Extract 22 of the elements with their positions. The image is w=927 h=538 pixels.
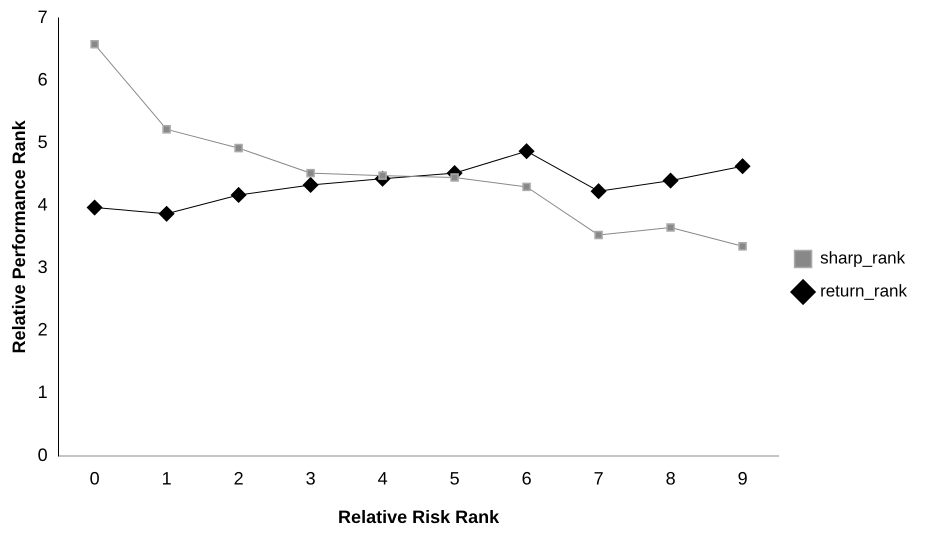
y-tick-label: 5 <box>38 132 48 152</box>
x-tick-label: 3 <box>306 468 316 489</box>
y-tick-label: 1 <box>38 382 48 402</box>
y-tick-label: 0 <box>38 444 48 465</box>
x-tick-label: 4 <box>378 468 388 489</box>
legend-label: sharp_rank <box>820 248 906 268</box>
x-tick-label: 7 <box>594 468 604 489</box>
x-axis-title: Relative Risk Rank <box>338 507 500 528</box>
legend-label: return_rank <box>820 282 908 301</box>
x-tick-label: 2 <box>234 468 244 489</box>
x-tick-label: 5 <box>450 468 460 489</box>
y-tick-label: 2 <box>38 320 48 340</box>
x-tick-label: 0 <box>90 468 100 489</box>
y-tick-label: 4 <box>38 194 48 215</box>
x-tick-label: 6 <box>522 468 532 489</box>
x-tick-label: 1 <box>162 468 172 489</box>
x-tick-label: 9 <box>738 468 748 489</box>
y-tick-label: 6 <box>38 70 48 90</box>
y-axis-title: Relative Performance Rank <box>8 119 29 354</box>
y-tick-label: 3 <box>38 257 48 278</box>
y-tick-label: 7 <box>38 6 48 27</box>
x-tick-label: 8 <box>666 468 676 489</box>
